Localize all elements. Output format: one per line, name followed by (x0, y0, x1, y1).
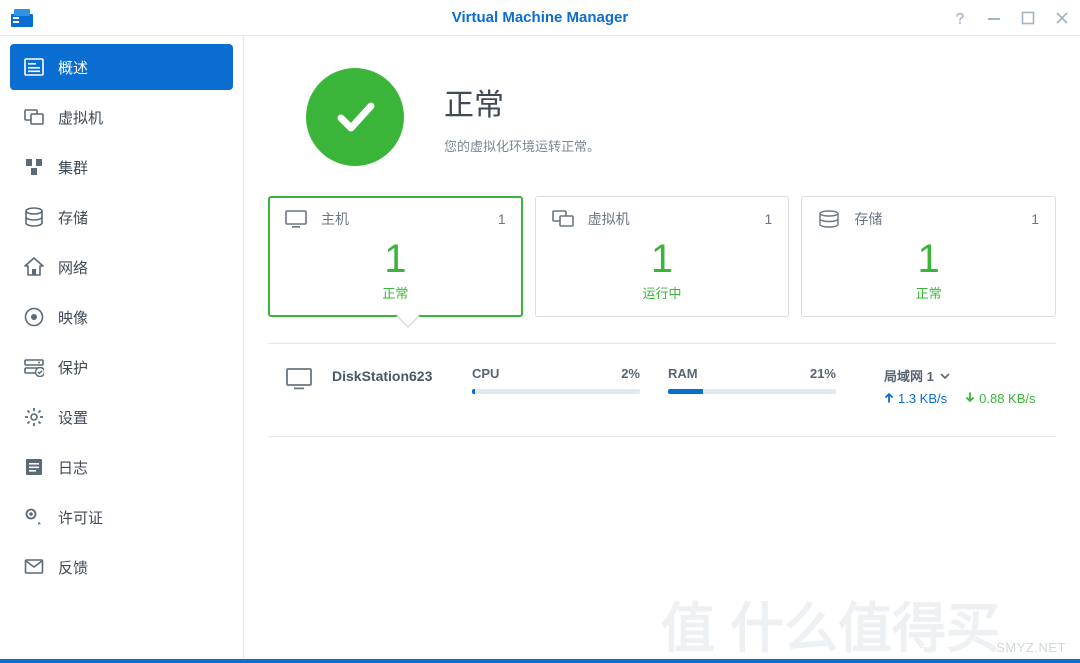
sidebar-item-label: 概述 (58, 57, 88, 78)
protect-icon (24, 357, 44, 377)
bottom-border (0, 659, 1080, 663)
ram-value: 21% (810, 366, 836, 381)
host-row-icon (286, 368, 314, 390)
summary-cards: 主机 1 1 正常 虚拟机 1 1 运行中 存储 1 (268, 196, 1056, 317)
storage-card-icon (818, 210, 840, 228)
upload-icon (884, 391, 894, 406)
window-title: Virtual Machine Manager (452, 9, 628, 26)
main-content: 正常 您的虚拟化环境运转正常。 主机 1 1 正常 虚拟机 1 (244, 36, 1080, 663)
watermark-text: SMYZ.NET (996, 640, 1066, 655)
ram-meter: RAM 21% (668, 366, 836, 394)
host-icon (285, 210, 307, 228)
card-host[interactable]: 主机 1 1 正常 (268, 196, 523, 317)
card-storage[interactable]: 存储 1 1 正常 (801, 196, 1056, 317)
sidebar-item-network[interactable]: 网络 (10, 244, 233, 290)
close-icon[interactable] (1054, 10, 1070, 26)
sidebar-item-label: 集群 (58, 157, 88, 178)
card-value: 1 (818, 237, 1039, 281)
titlebar: Virtual Machine Manager (0, 0, 1080, 36)
license-icon (24, 507, 44, 527)
sidebar-item-label: 虚拟机 (58, 107, 103, 128)
chevron-down-icon (940, 368, 950, 383)
cluster-icon (24, 157, 44, 177)
sidebar-item-label: 网络 (58, 257, 88, 278)
cpu-label: CPU (472, 366, 499, 381)
vm-card-icon (552, 210, 574, 228)
window-controls (952, 10, 1070, 26)
card-count: 1 (765, 211, 773, 227)
image-icon (24, 307, 44, 327)
network-block: 局域网 1 1.3 KB/s 0.88 KB/s (884, 366, 1036, 406)
status-ok-icon (306, 68, 404, 166)
status-row: 正常 您的虚拟化环境运转正常。 (268, 36, 1056, 196)
log-icon (24, 457, 44, 477)
card-status: 正常 (818, 283, 1039, 302)
card-value: 1 (552, 237, 773, 281)
card-value: 1 (285, 237, 506, 281)
sidebar-item-log[interactable]: 日志 (10, 444, 233, 490)
download-icon (965, 391, 975, 406)
host-row: DiskStation623 CPU 2% RAM 21% 局域网 1 (268, 362, 1056, 437)
feedback-icon (24, 557, 44, 577)
sidebar-item-settings[interactable]: 设置 (10, 394, 233, 440)
sidebar-item-label: 许可证 (58, 507, 103, 528)
upload-speed: 1.3 KB/s (884, 391, 947, 406)
sidebar-item-overview[interactable]: 概述 (10, 44, 233, 90)
card-pointer (396, 316, 420, 328)
card-count: 1 (498, 211, 506, 227)
sidebar-item-feedback[interactable]: 反馈 (10, 544, 233, 590)
vm-icon (24, 107, 44, 127)
gear-icon (24, 407, 44, 427)
sidebar-item-cluster[interactable]: 集群 (10, 144, 233, 190)
storage-icon (24, 207, 44, 227)
card-label: 存储 (854, 209, 882, 229)
sidebar-item-label: 映像 (58, 307, 88, 328)
overview-icon (24, 57, 44, 77)
help-icon[interactable] (952, 10, 968, 26)
card-label: 虚拟机 (588, 209, 630, 229)
download-speed: 0.88 KB/s (965, 391, 1035, 406)
sidebar-item-license[interactable]: 许可证 (10, 494, 233, 540)
sidebar-item-protect[interactable]: 保护 (10, 344, 233, 390)
sidebar-item-label: 日志 (58, 457, 88, 478)
sidebar-item-label: 设置 (58, 407, 88, 428)
card-count: 1 (1031, 211, 1039, 227)
network-icon (24, 257, 44, 277)
sidebar: 概述 虚拟机 集群 存储 网络 映像 保护 设置 (0, 36, 244, 663)
sidebar-item-label: 保护 (58, 357, 88, 378)
status-subtitle: 您的虚拟化环境运转正常。 (444, 136, 600, 155)
network-name: 局域网 1 (884, 366, 934, 385)
status-title: 正常 (444, 80, 600, 124)
divider (268, 343, 1056, 344)
cpu-value: 2% (621, 366, 640, 381)
network-name-row[interactable]: 局域网 1 (884, 366, 1036, 385)
app-icon (10, 8, 34, 28)
sidebar-item-vm[interactable]: 虚拟机 (10, 94, 233, 140)
card-label: 主机 (321, 209, 349, 229)
sidebar-item-storage[interactable]: 存储 (10, 194, 233, 240)
minimize-icon[interactable] (986, 10, 1002, 26)
maximize-icon[interactable] (1020, 10, 1036, 26)
sidebar-item-image[interactable]: 映像 (10, 294, 233, 340)
card-status: 运行中 (552, 283, 773, 302)
ram-label: RAM (668, 366, 698, 381)
sidebar-item-label: 反馈 (58, 557, 88, 578)
card-status: 正常 (285, 283, 506, 302)
sidebar-item-label: 存储 (58, 207, 88, 228)
cpu-meter: CPU 2% (472, 366, 640, 394)
host-name: DiskStation623 (332, 366, 472, 384)
card-vm[interactable]: 虚拟机 1 1 运行中 (535, 196, 790, 317)
